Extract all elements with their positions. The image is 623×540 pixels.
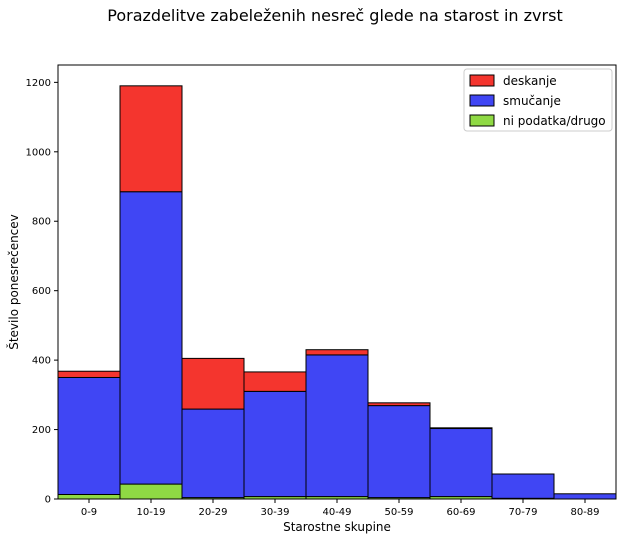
bar-segment xyxy=(491,473,555,499)
bar-segment xyxy=(181,357,245,410)
bar-segment xyxy=(367,402,431,407)
x-tick-label: 80-89 xyxy=(570,507,599,518)
bar-segment xyxy=(367,405,431,499)
bar-segment xyxy=(553,493,617,500)
bar-segment xyxy=(181,408,245,499)
x-axis-label: Starostne skupine xyxy=(283,520,391,534)
legend-label: deskanje xyxy=(503,74,557,88)
bar-segment xyxy=(57,370,121,378)
x-tick-label: 40-49 xyxy=(322,507,351,518)
bar-segment xyxy=(429,427,493,430)
x-tick-label: 20-29 xyxy=(198,507,227,518)
bar-segment xyxy=(119,85,183,193)
legend-label: ni podatka/drugo xyxy=(503,114,606,128)
legend-box xyxy=(463,68,613,132)
y-tick-label: 800 xyxy=(32,217,51,228)
bar-segment xyxy=(57,376,121,495)
bars-group xyxy=(57,85,617,500)
y-tick-label: 200 xyxy=(32,425,51,436)
bar-segment xyxy=(119,191,183,485)
chart-title: Porazdelitve zabeleženih nesreč glede na… xyxy=(107,6,562,25)
x-tick-label: 60-69 xyxy=(446,507,475,518)
legend: deskanje smučanje ni podatka/drugo xyxy=(463,68,613,132)
x-tick-label: 50-59 xyxy=(384,507,413,518)
bar-segment xyxy=(305,349,369,356)
legend-swatch xyxy=(469,74,495,87)
y-axis-label: Število ponesrečencev xyxy=(6,214,21,350)
x-tick-label: 10-19 xyxy=(136,507,165,518)
y-tick-label: 1000 xyxy=(26,147,51,158)
y-tick-label: 1200 xyxy=(26,78,51,89)
x-axis: 0-9 10-19 20-29 30-39 40-49 50-59 60-69 70-79 80… xyxy=(81,499,600,518)
bar-segment xyxy=(243,390,307,498)
y-tick-label: 400 xyxy=(32,356,51,367)
bar-segment xyxy=(119,483,183,500)
y-axis: 0 200 400 600 800 1000 1200 xyxy=(26,78,58,506)
bar-segment xyxy=(57,493,121,500)
bar-segment xyxy=(429,428,493,498)
bar-segment xyxy=(243,371,307,392)
legend-label: smučanje xyxy=(503,94,561,108)
legend-swatch xyxy=(469,94,495,107)
y-tick-label: 0 xyxy=(45,495,51,506)
x-tick-label: 30-39 xyxy=(260,507,289,518)
x-tick-label: 70-79 xyxy=(508,507,537,518)
x-tick-label: 0-9 xyxy=(81,507,97,518)
legend-swatch xyxy=(469,114,495,127)
y-tick-label: 600 xyxy=(32,286,51,297)
bar-segment xyxy=(305,354,369,498)
